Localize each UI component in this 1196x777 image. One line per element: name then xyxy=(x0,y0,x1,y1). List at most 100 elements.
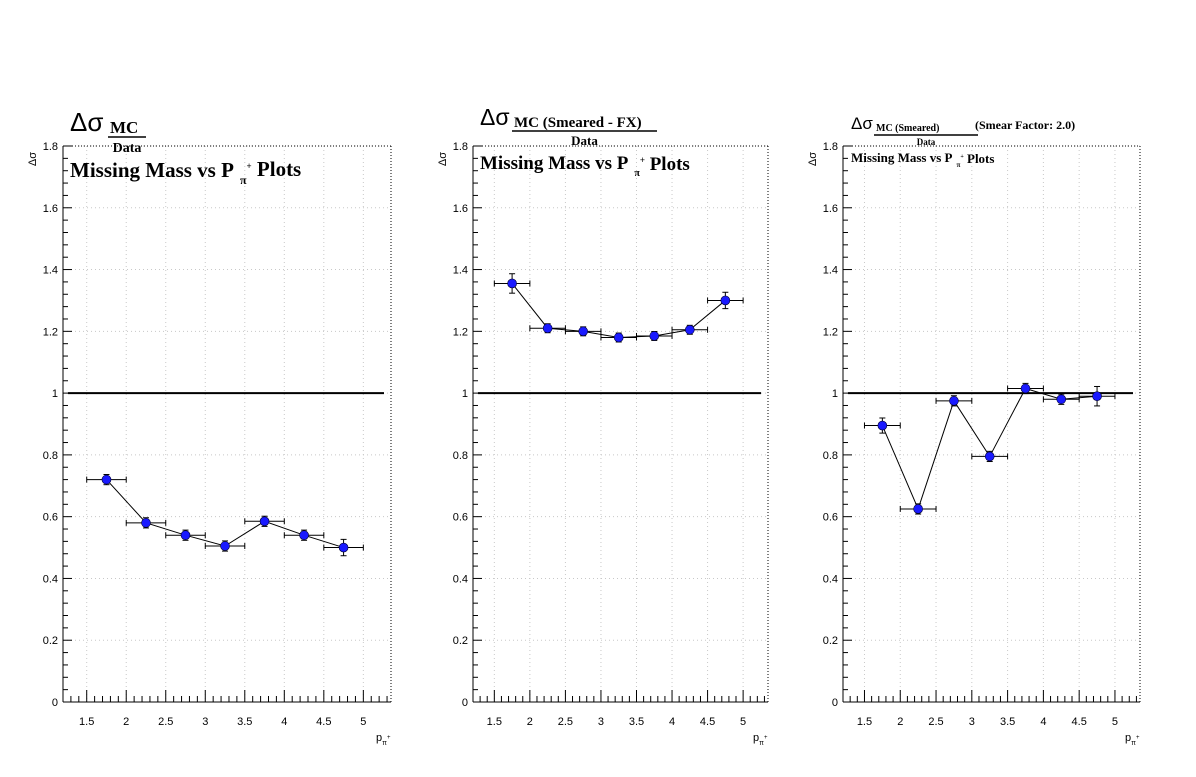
y-tick-label: 0.6 xyxy=(823,512,838,524)
title-extra: (Smear Factor: 2.0) xyxy=(975,118,1075,132)
chart-panel-1: 0 0.2 0.4 0.6 0.8 1 1.2 1.4 1.6 1.8 1.5 2 2.5 3 3.5 4 4.… xyxy=(27,107,392,747)
chart-panel-3: 0 0.2 0.4 0.6 0.8 1 1.2 1.4 1.6 1.8 1.5 2 2.5 3 3.5 4 4.… xyxy=(807,114,1141,747)
y-axis-label: Δσ xyxy=(27,152,39,166)
data-point-1 xyxy=(877,420,888,431)
data-point-6 xyxy=(299,530,309,541)
y-tick-label: 1.2 xyxy=(453,326,468,338)
data-point-7 xyxy=(338,542,349,553)
y-tick-label: 0.8 xyxy=(823,450,838,462)
y-tick-label: 1.6 xyxy=(823,203,838,215)
x-tick-label: 4.5 xyxy=(1072,716,1087,728)
y-tick-label: 0.4 xyxy=(43,573,58,585)
x-axis-label-sub: π xyxy=(759,740,764,747)
y-tick-label: 1 xyxy=(462,388,468,400)
x-tick-label: 2 xyxy=(527,716,533,728)
title-line2-prefix: Missing Mass vs P xyxy=(70,158,234,182)
title-line2-sup: + xyxy=(960,154,964,160)
title-main: Δσ xyxy=(480,104,510,130)
x-axis-label-main: p xyxy=(1125,732,1131,744)
x-tick-label: 3 xyxy=(202,716,208,728)
y-tick-label: 1 xyxy=(832,388,838,400)
x-tick-label: 2.5 xyxy=(158,716,173,728)
y-axis-label: Δσ xyxy=(437,152,449,166)
title-denominator: Data xyxy=(113,141,142,156)
data-point-6 xyxy=(685,324,695,335)
data-point-5 xyxy=(259,516,270,527)
data-point-2 xyxy=(542,323,553,334)
x-axis-label-main: p xyxy=(753,732,759,744)
y-tick-label: 0.2 xyxy=(43,635,58,647)
x-tick-label: 1.5 xyxy=(487,716,502,728)
y-tick-label: 1.8 xyxy=(823,141,838,153)
title-main: Δσ xyxy=(851,114,873,133)
y-tick-label: 0.4 xyxy=(823,573,838,585)
y-tick-label: 0 xyxy=(462,697,468,709)
y-tick-label: 1.2 xyxy=(823,326,838,338)
x-axis-label-sub: π xyxy=(382,740,387,747)
y-tick-label: 1.8 xyxy=(453,141,468,153)
y-tick-label: 1 xyxy=(52,388,58,400)
data-point-6 xyxy=(1056,394,1067,405)
y-tick-label: 1.8 xyxy=(43,141,58,153)
title-line2-suffix: Plots xyxy=(645,154,690,175)
x-tick-label: 4 xyxy=(1040,716,1046,728)
y-tick-label: 0 xyxy=(52,697,58,709)
x-tick-label: 3 xyxy=(598,716,604,728)
title-denominator: Data xyxy=(917,137,936,147)
y-tick-label: 0.8 xyxy=(43,450,58,462)
x-axis-label-sup: + xyxy=(1136,735,1140,741)
chart-panel-2: 0 0.2 0.4 0.6 0.8 1 1.2 1.4 1.6 1.8 1.5 2 2.5 3 3.5 4 4.… xyxy=(437,104,769,747)
data-point-4 xyxy=(984,451,995,462)
data-point-5 xyxy=(649,331,660,341)
x-tick-label: 5 xyxy=(1112,716,1118,728)
data-point-4 xyxy=(613,332,624,343)
x-tick-label: 3.5 xyxy=(629,716,644,728)
y-tick-label: 0.2 xyxy=(453,635,468,647)
data-point-7 xyxy=(1092,391,1102,402)
x-axis-label-sup: + xyxy=(387,735,391,741)
title-line2-sub: π xyxy=(956,161,960,169)
y-tick-label: 0.6 xyxy=(453,512,468,524)
title-numerator: MC (Smeared - FX) xyxy=(514,115,642,131)
x-tick-label: 3.5 xyxy=(1000,716,1015,728)
x-tick-label: 4.5 xyxy=(316,716,331,728)
title-line2-sub: π xyxy=(634,168,640,179)
title-line2-sub: π xyxy=(240,173,247,187)
title-line2-sup: + xyxy=(247,161,252,171)
y-tick-label: 1.6 xyxy=(453,203,468,215)
x-axis-label: pπ+ xyxy=(753,732,768,747)
y-tick-label: 1.2 xyxy=(43,326,58,338)
data-point-1 xyxy=(507,278,517,289)
data-point-1 xyxy=(101,474,112,485)
data-point-2 xyxy=(913,504,923,514)
x-tick-label: 1.5 xyxy=(857,716,872,728)
title-numerator: MC (Smeared) xyxy=(876,123,939,134)
y-tick-label: 1.4 xyxy=(43,265,58,277)
chart-title: Δσ MC (Smeared) Data (Smear Factor: 2.0) Mis… xyxy=(851,114,1075,169)
x-axis-label-sub: π xyxy=(1131,740,1136,747)
data-point-7 xyxy=(720,295,731,306)
y-tick-label: 0.8 xyxy=(453,450,468,462)
x-tick-label: 5 xyxy=(740,716,746,728)
y-tick-label: 1.6 xyxy=(43,203,58,215)
y-tick-label: 0 xyxy=(832,697,838,709)
y-tick-label: 1.4 xyxy=(823,265,838,277)
x-tick-label: 2 xyxy=(897,716,903,728)
series-line xyxy=(881,387,1098,511)
y-tick-label: 0.2 xyxy=(823,635,838,647)
title-line2-sup: + xyxy=(640,155,645,165)
x-axis-label-sup: + xyxy=(764,735,768,741)
y-tick-label: 0.6 xyxy=(43,512,58,524)
data-point-3 xyxy=(578,326,588,337)
x-axis-label: pπ+ xyxy=(1125,732,1140,747)
title-numerator: MC xyxy=(110,118,138,137)
x-axis-label-main: p xyxy=(376,732,382,744)
title-line2-prefix: Missing Mass vs P xyxy=(851,150,953,165)
data-point-3 xyxy=(949,396,959,406)
title-denominator: Data xyxy=(571,133,598,148)
x-tick-label: 4 xyxy=(281,716,287,728)
